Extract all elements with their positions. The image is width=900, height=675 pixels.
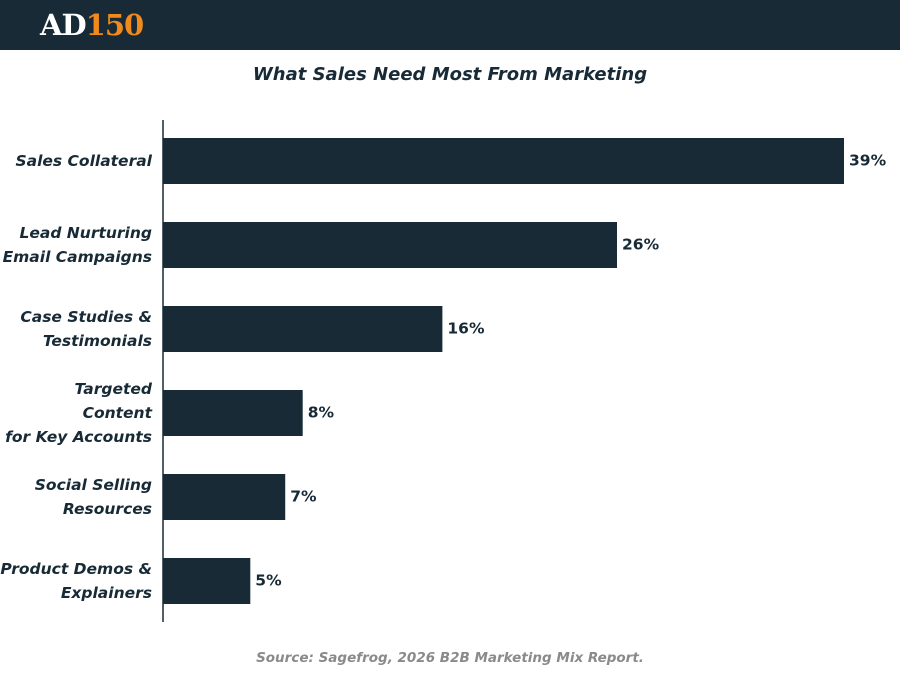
category-label: Lead Nurturing Email Campaigns [2, 224, 152, 266]
value-label: 26% [622, 236, 660, 254]
header: AD150 [0, 0, 900, 50]
bar [163, 558, 251, 604]
bar [163, 390, 303, 436]
bar [163, 138, 844, 184]
chart-title: What Sales Need Most From Marketing [252, 64, 648, 85]
logo-text: AD [40, 8, 87, 42]
value-label: 16% [447, 320, 485, 338]
category-label: Social Selling Resources [34, 476, 152, 518]
source-note: Source: Sagefrog, 2026 B2B Marketing Mix… [256, 650, 644, 666]
bar [163, 306, 443, 352]
logo: AD150 [40, 8, 145, 42]
value-label: 8% [308, 404, 335, 422]
value-label: 7% [290, 488, 317, 506]
bar [163, 222, 617, 268]
category-label: Product Demos & Explainers [0, 560, 152, 602]
value-label: 39% [849, 152, 887, 170]
bar [163, 474, 286, 520]
value-label: 5% [255, 572, 282, 590]
logo-text: 150 [85, 8, 145, 42]
category-label: Case Studies & Testimonials [20, 308, 152, 350]
category-label: Sales Collateral [15, 152, 152, 170]
category-label: Targeted Content for Key Accounts [5, 380, 152, 446]
